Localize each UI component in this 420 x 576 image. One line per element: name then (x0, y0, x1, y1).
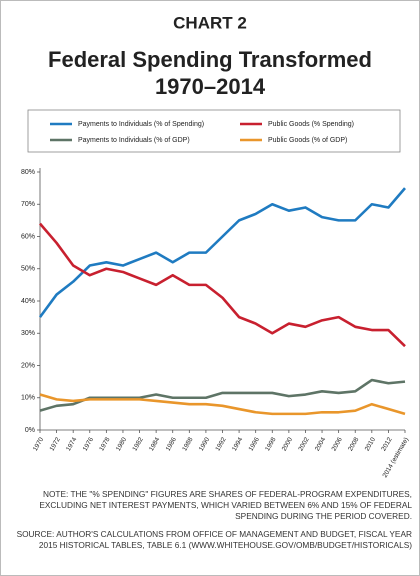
legend-label: Public Goods (% of GDP) (268, 137, 347, 144)
legend-label: Payments to Individuals (% of GDP) (78, 137, 190, 144)
y-tick-label: 0% (25, 427, 35, 434)
x-tick-label: 1984 (148, 436, 161, 452)
x-tick-label: 1970 (32, 436, 45, 452)
x-tick-label: 1992 (214, 436, 227, 452)
x-tick-label: 2010 (364, 436, 377, 452)
y-tick-label: 10% (21, 395, 35, 402)
x-tick-label: 1980 (115, 436, 128, 452)
x-tick-label: 1982 (131, 436, 144, 452)
x-tick-label: 1990 (198, 436, 211, 452)
y-tick-label: 80% (21, 169, 35, 176)
x-tick-label: 1998 (264, 436, 277, 452)
legend-label: Public Goods (% Spending) (268, 121, 354, 128)
x-tick-label: 1972 (49, 436, 62, 452)
x-tick-label: 1976 (82, 436, 95, 452)
x-tick-label: 2006 (331, 436, 344, 452)
chart: CHART 2 Federal Spending Transformed 197… (21, 13, 410, 478)
series-line (39, 378, 406, 412)
chart-title: Federal Spending Transformed (48, 47, 372, 72)
x-tick-label: 1978 (98, 436, 111, 452)
y-tick-label: 60% (21, 233, 35, 240)
x-tick-label: 1996 (248, 436, 261, 452)
series-line (38, 187, 406, 318)
x-tick-label: 1974 (65, 436, 78, 452)
x-tick-label: 1988 (181, 436, 194, 452)
series-line (39, 393, 406, 416)
y-tick-label: 20% (21, 362, 35, 369)
notes: NOTE: THE "% SPENDING" FIGURES ARE SHARE… (8, 489, 412, 558)
series-line (39, 222, 406, 348)
legend-label: Payments to Individuals (% of Spending) (78, 121, 204, 128)
legend-box (27, 109, 401, 153)
note: NOTE: THE "% SPENDING" FIGURES ARE SHARE… (39, 489, 412, 521)
y-tick-label: 30% (21, 330, 35, 337)
y-tick-label: 70% (21, 201, 35, 208)
x-tick-label: 2000 (281, 436, 294, 452)
x-tick-label: 1986 (165, 436, 178, 452)
y-tick-label: 50% (21, 266, 35, 273)
x-tick-label: 1994 (231, 436, 244, 452)
x-tick-label: 2012 (380, 436, 393, 452)
source: SOURCE: AUTHOR'S CALCULATIONS FROM OFFIC… (16, 529, 412, 550)
x-tick-label: 2004 (314, 436, 327, 452)
chart-label: CHART 2 (173, 13, 247, 32)
x-tick-label: 2008 (347, 436, 360, 452)
chart-subtitle: 1970–2014 (155, 74, 266, 99)
y-tick-label: 40% (21, 298, 35, 305)
x-tick-label: 2002 (297, 436, 310, 452)
